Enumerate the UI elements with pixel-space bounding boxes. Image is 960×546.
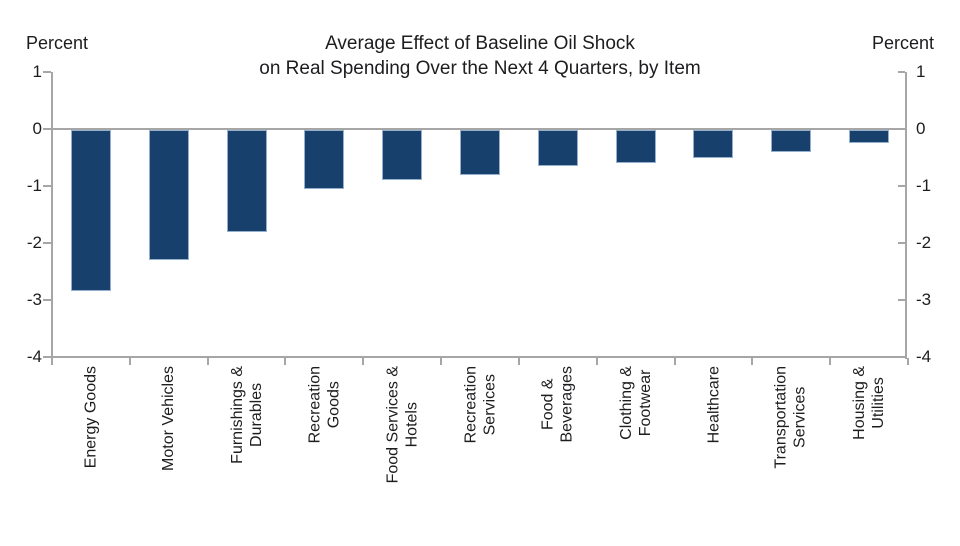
x-label-food-and-beverages: Food & Beverages — [539, 366, 576, 443]
x-boundary-tick — [284, 358, 286, 365]
bar-healthcare — [693, 130, 733, 158]
bar-recreation-goods — [304, 130, 344, 189]
y-tick-label-right: -1 — [916, 176, 932, 195]
y-tick-right — [898, 71, 905, 73]
right-axis-unit-label: Percent — [871, 33, 934, 53]
y-tick-right — [898, 242, 905, 244]
y-tick-label-left: 0 — [32, 119, 42, 138]
x-boundary-tick — [829, 358, 831, 365]
bar-transportation-services — [771, 130, 811, 152]
x-boundary-tick — [674, 358, 676, 365]
x-label-motor-vehicles: Motor Vehicles — [159, 366, 177, 471]
y-tick-label-right: -4 — [916, 347, 932, 366]
y-tick-left — [43, 128, 51, 130]
y-tick-right — [898, 299, 905, 301]
bar-motor-vehicles — [149, 130, 189, 260]
left-axis-unit-label: Percent — [26, 33, 89, 53]
x-boundary-tick — [362, 358, 364, 365]
x-boundary-tick — [907, 358, 909, 365]
x-label-recreation-goods: Recreation Goods — [306, 366, 343, 444]
x-boundary-tick — [440, 358, 442, 365]
y-axis-left — [51, 72, 53, 359]
y-tick-left — [43, 71, 51, 73]
x-boundary-tick — [751, 358, 753, 365]
y-tick-label-right: 0 — [916, 119, 926, 138]
x-boundary-tick — [518, 358, 520, 365]
x-label-furnishings-and-durables: Furnishings & Durables — [228, 366, 265, 464]
bar-food-and-beverages — [538, 130, 578, 166]
chart-title-line-1: Average Effect of Baseline Oil Shock — [325, 33, 635, 54]
y-tick-right — [898, 128, 905, 130]
x-label-healthcare: Healthcare — [705, 366, 723, 444]
bar-housing-and-utilities — [849, 130, 889, 143]
chart-title-line-2: on Real Spending Over the Next 4 Quarter… — [259, 58, 701, 79]
y-tick-left — [43, 242, 51, 244]
x-boundary-tick — [596, 358, 598, 365]
y-tick-left — [43, 185, 51, 187]
x-boundary-tick — [129, 358, 131, 365]
bar-furnishings-and-durables — [227, 130, 267, 232]
y-tick-label-left: -1 — [26, 176, 42, 195]
zero-gridline — [53, 128, 905, 130]
bar-recreation-services — [460, 130, 500, 175]
y-tick-label-left: -4 — [26, 347, 42, 366]
y-tick-right — [898, 356, 905, 358]
y-tick-label-right: -3 — [916, 290, 932, 309]
y-tick-right — [898, 185, 905, 187]
y-tick-label-right: 1 — [916, 62, 926, 81]
y-tick-label-left: 1 — [32, 62, 42, 81]
x-boundary-tick — [207, 358, 209, 365]
bar-energy-goods — [71, 130, 111, 291]
x-label-food-services-and-hotels: Food Services & Hotels — [384, 366, 421, 484]
bar-clothing-and-footwear — [616, 130, 656, 163]
x-label-recreation-services: Recreation Services — [462, 366, 499, 444]
bar-food-services-and-hotels — [382, 130, 422, 180]
x-label-clothing-and-footwear: Clothing & Footwear — [617, 366, 654, 440]
x-axis — [51, 356, 907, 358]
y-axis-right — [905, 72, 907, 359]
x-boundary-tick — [51, 358, 53, 365]
x-label-housing-and-utilities: Housing & Utilities — [850, 366, 887, 440]
x-label-energy-goods: Energy Goods — [82, 366, 100, 469]
x-label-transportation-services: Transportation Services — [772, 366, 809, 469]
y-tick-label-left: -3 — [26, 290, 42, 309]
y-tick-label-left: -2 — [26, 233, 42, 252]
chart-title: Average Effect of Baseline Oil Shock on … — [0, 31, 960, 81]
y-tick-left — [43, 356, 51, 358]
y-tick-label-right: -2 — [916, 233, 932, 252]
y-tick-left — [43, 299, 51, 301]
